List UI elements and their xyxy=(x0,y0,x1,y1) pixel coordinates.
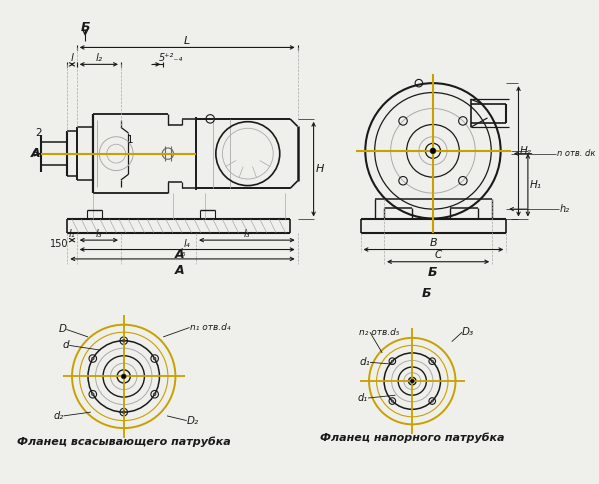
Text: d: d xyxy=(62,340,69,350)
Circle shape xyxy=(122,374,126,379)
Text: Фланец напорного патрубка: Фланец напорного патрубка xyxy=(320,432,504,443)
Text: L: L xyxy=(184,36,190,46)
Text: Б: Б xyxy=(428,266,438,279)
Text: H: H xyxy=(316,164,324,174)
Circle shape xyxy=(431,360,433,363)
Text: d₁: d₁ xyxy=(358,393,368,403)
Text: А: А xyxy=(176,264,185,277)
Circle shape xyxy=(153,357,156,360)
Text: l₂: l₂ xyxy=(95,53,102,63)
Text: Б: Б xyxy=(422,287,431,300)
Text: D₃: D₃ xyxy=(462,327,474,337)
Text: l: l xyxy=(71,53,74,63)
Text: H₂: H₂ xyxy=(520,146,532,156)
Text: l₃: l₃ xyxy=(244,229,250,240)
Text: d₂: d₂ xyxy=(53,411,63,421)
Text: l₁: l₁ xyxy=(69,229,75,240)
Text: d₁: d₁ xyxy=(359,357,370,367)
Text: n₂ отв.d₅: n₂ отв.d₅ xyxy=(359,328,399,337)
Text: 5⁺²₋₄: 5⁺²₋₄ xyxy=(159,53,183,63)
Text: 150: 150 xyxy=(50,239,69,249)
Text: D: D xyxy=(58,324,66,334)
Text: 2: 2 xyxy=(35,128,41,138)
Text: n отв. dк: n отв. dк xyxy=(557,149,595,158)
Text: B: B xyxy=(429,238,437,248)
Circle shape xyxy=(122,411,125,413)
Text: n₁ отв.d₄: n₁ отв.d₄ xyxy=(189,323,230,332)
Text: l₃: l₃ xyxy=(95,229,102,240)
Circle shape xyxy=(391,360,394,363)
Text: D₂: D₂ xyxy=(187,416,199,425)
Text: H₁: H₁ xyxy=(530,180,541,190)
Text: 1: 1 xyxy=(127,135,134,145)
Circle shape xyxy=(122,339,125,342)
Circle shape xyxy=(430,148,436,153)
Circle shape xyxy=(391,400,394,402)
Circle shape xyxy=(92,357,94,360)
Circle shape xyxy=(92,393,94,396)
Text: h₂: h₂ xyxy=(560,204,570,214)
Text: А: А xyxy=(176,248,185,261)
Text: Фланец всасывающего патрубка: Фланец всасывающего патрубка xyxy=(17,437,231,447)
Circle shape xyxy=(410,379,414,383)
Text: Б: Б xyxy=(80,21,90,34)
Circle shape xyxy=(153,393,156,396)
Text: C: C xyxy=(434,250,441,260)
Text: l₅: l₅ xyxy=(179,248,186,258)
Circle shape xyxy=(431,400,433,402)
Text: А: А xyxy=(31,147,40,160)
Text: l₄: l₄ xyxy=(184,239,190,249)
